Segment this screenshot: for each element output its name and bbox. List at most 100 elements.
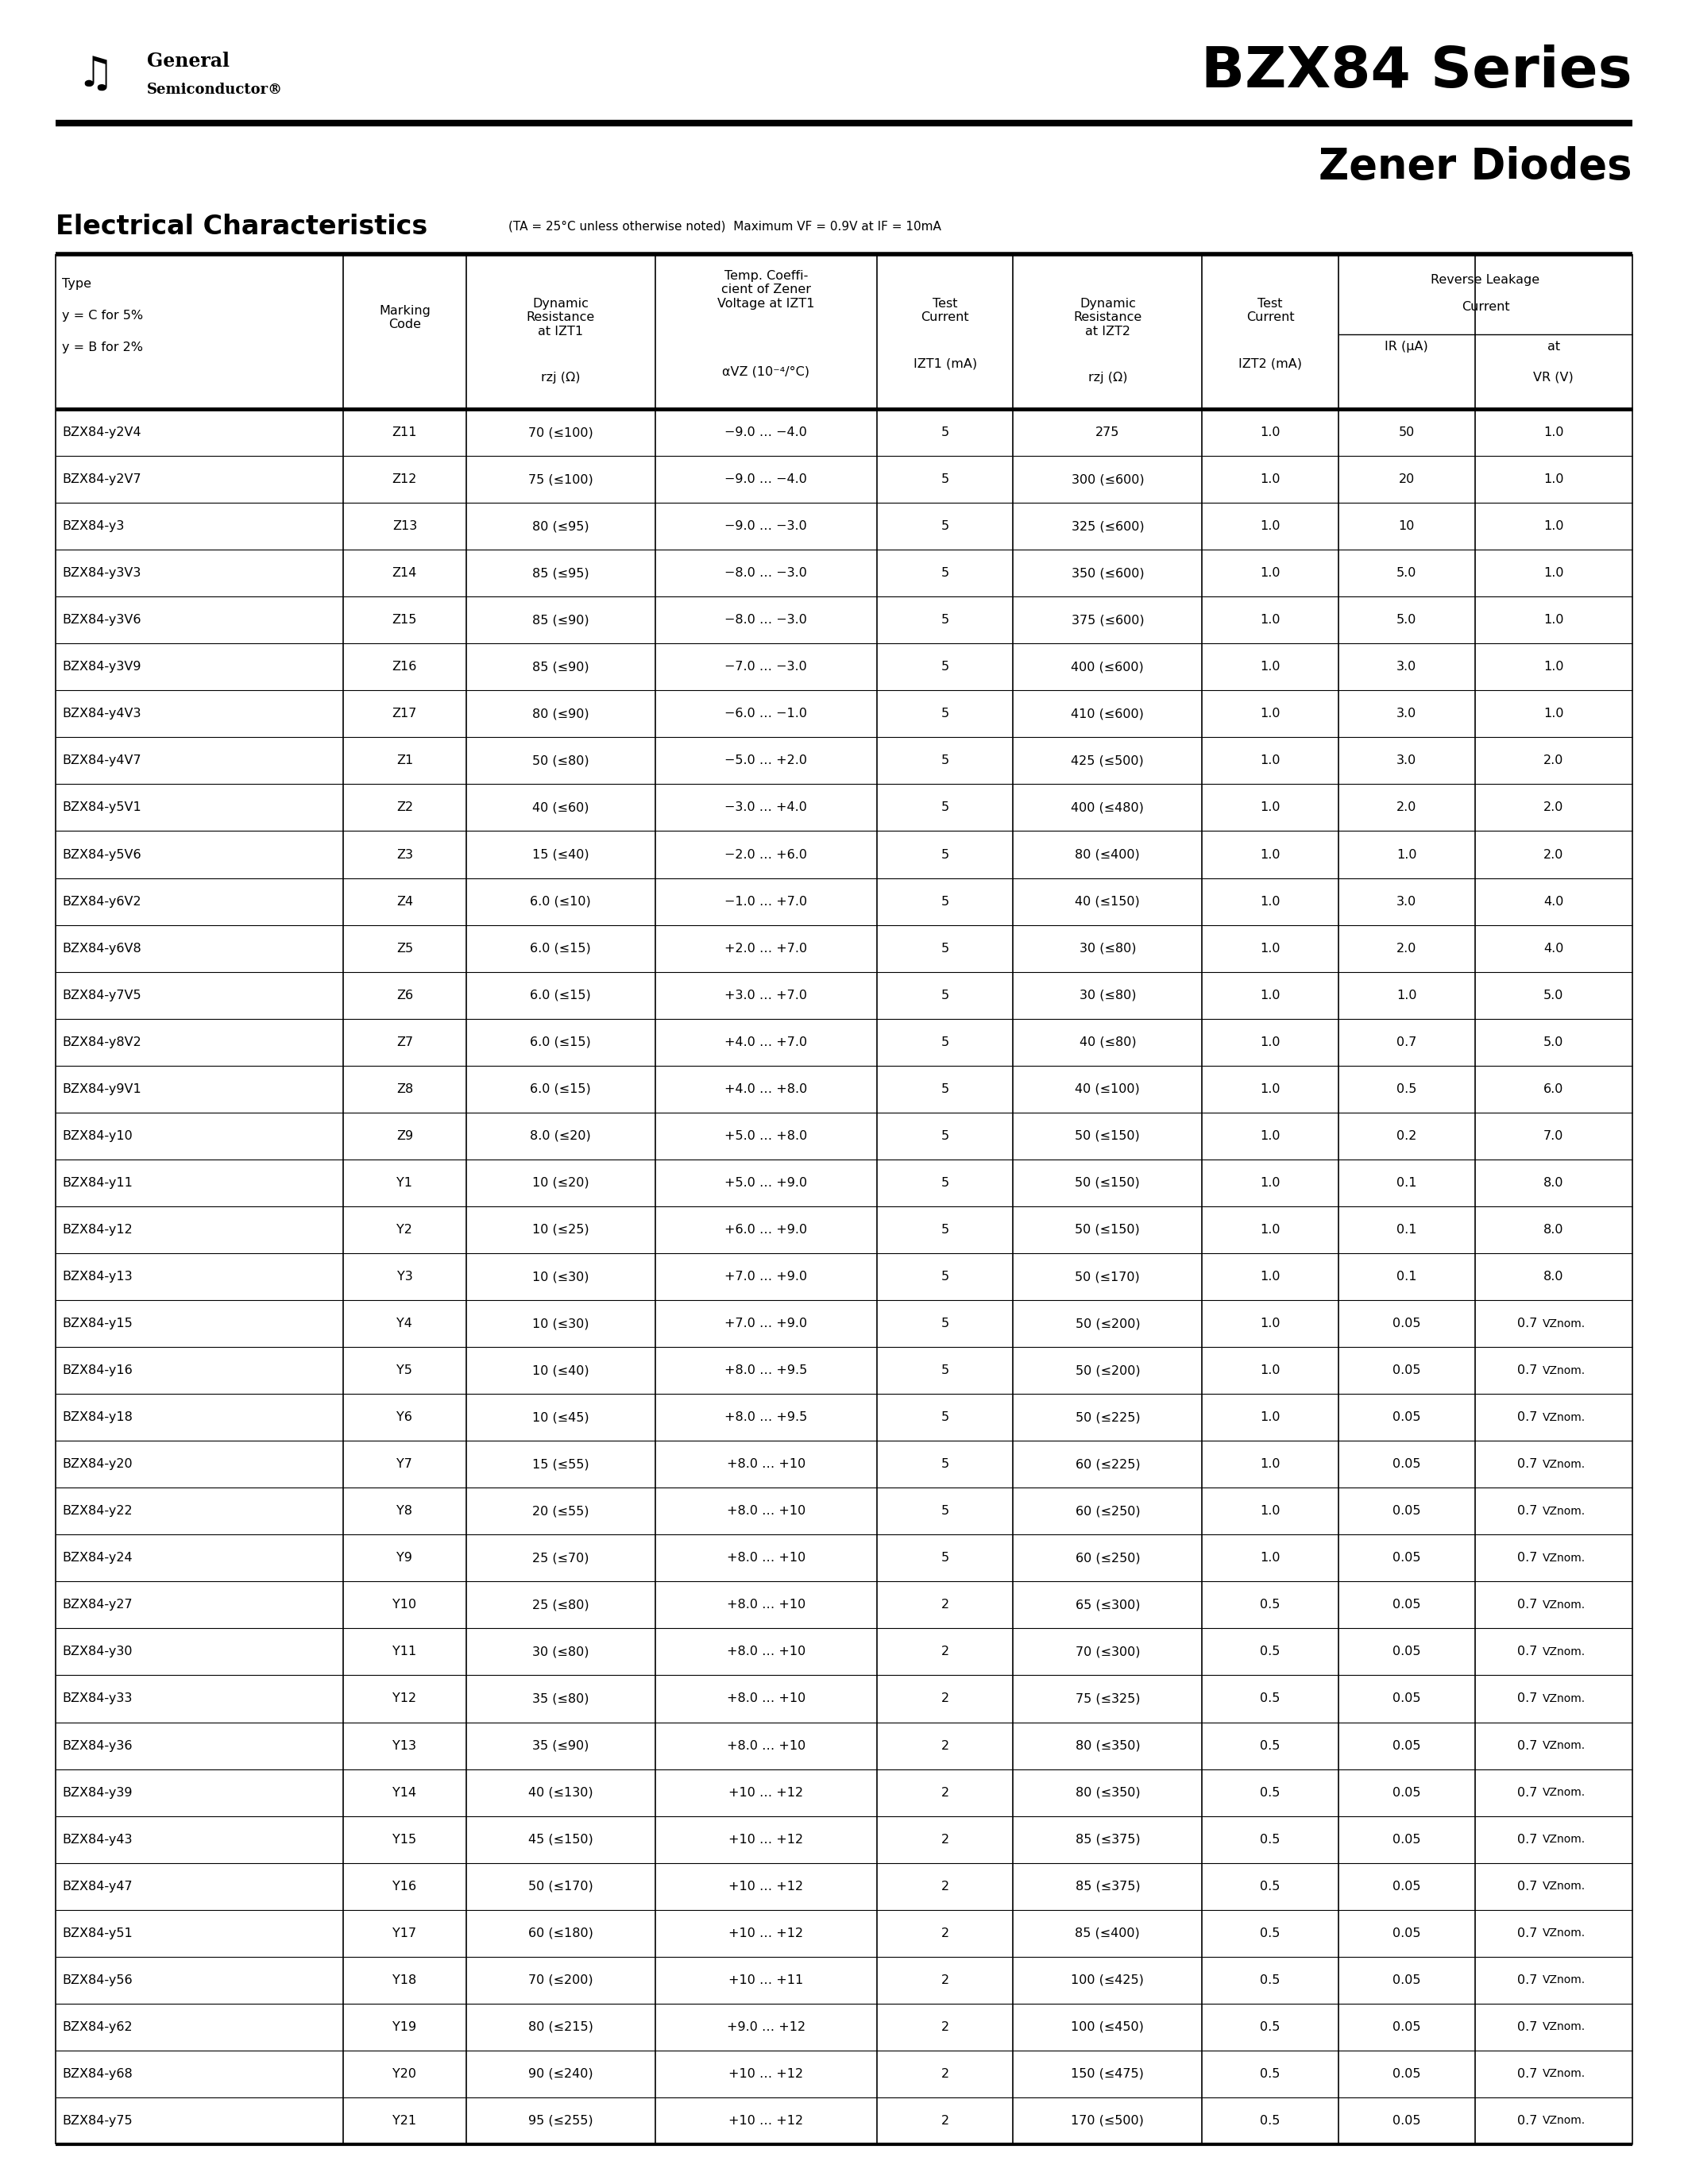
- Text: Type: Type: [62, 277, 91, 290]
- Text: +8.0 … +10: +8.0 … +10: [726, 1599, 805, 1612]
- Text: 85 (≤400): 85 (≤400): [1075, 1926, 1139, 1939]
- Text: BZX84-y15: BZX84-y15: [62, 1317, 132, 1330]
- Text: Semiconductor®: Semiconductor®: [147, 83, 284, 96]
- Text: VZnom.: VZnom.: [1543, 1693, 1585, 1704]
- Text: 0.7: 0.7: [1518, 1317, 1541, 1330]
- Text: 0.7: 0.7: [1518, 1880, 1541, 1891]
- Text: BZX84-y68: BZX84-y68: [62, 2068, 132, 2079]
- Text: 3.0: 3.0: [1396, 662, 1416, 673]
- Text: +7.0 … +9.0: +7.0 … +9.0: [724, 1317, 807, 1330]
- Text: −2.0 … +6.0: −2.0 … +6.0: [724, 850, 807, 860]
- Text: 5: 5: [940, 568, 949, 579]
- Text: BZX84-y8V2: BZX84-y8V2: [62, 1035, 142, 1048]
- Text: 2: 2: [940, 1599, 949, 1612]
- Text: BZX84-y5V6: BZX84-y5V6: [62, 850, 142, 860]
- Text: 5: 5: [940, 474, 949, 485]
- Text: 2: 2: [940, 1693, 949, 1706]
- Text: 50 (≤150): 50 (≤150): [1075, 1177, 1139, 1188]
- Text: 1.0: 1.0: [1261, 1317, 1281, 1330]
- Text: 5: 5: [940, 708, 949, 721]
- Text: 0.7: 0.7: [1518, 1926, 1541, 1939]
- Text: 80 (≤215): 80 (≤215): [528, 2020, 592, 2033]
- Text: VZnom.: VZnom.: [1543, 1835, 1585, 1845]
- Text: 0.05: 0.05: [1393, 1926, 1421, 1939]
- Text: −9.0 … −3.0: −9.0 … −3.0: [724, 520, 807, 533]
- Text: 5: 5: [940, 1035, 949, 1048]
- Text: 85 (≤90): 85 (≤90): [532, 614, 589, 627]
- Text: Y19: Y19: [393, 2020, 417, 2033]
- Text: BZX84-y51: BZX84-y51: [62, 1926, 132, 1939]
- Text: BZX84-y30: BZX84-y30: [62, 1647, 132, 1658]
- Text: Marking
Code: Marking Code: [378, 306, 430, 330]
- Text: 1.0: 1.0: [1261, 895, 1281, 906]
- Text: 0.7: 0.7: [1396, 1035, 1416, 1048]
- Text: VR (V): VR (V): [1533, 371, 1573, 382]
- Text: +5.0 … +8.0: +5.0 … +8.0: [724, 1129, 807, 1142]
- Text: 5: 5: [940, 1553, 949, 1564]
- Text: 5.0: 5.0: [1543, 1035, 1563, 1048]
- Text: +10 … +12: +10 … +12: [729, 1926, 803, 1939]
- Text: Y3: Y3: [397, 1271, 412, 1282]
- Text: Z14: Z14: [392, 568, 417, 579]
- Text: 40 (≤60): 40 (≤60): [532, 802, 589, 815]
- Text: 10 (≤30): 10 (≤30): [532, 1317, 589, 1330]
- Text: +8.0 … +10: +8.0 … +10: [726, 1553, 805, 1564]
- Text: 5: 5: [940, 1129, 949, 1142]
- Text: BZX84-y6V2: BZX84-y6V2: [62, 895, 142, 906]
- Text: 0.05: 0.05: [1393, 1693, 1421, 1706]
- Text: 80 (≤90): 80 (≤90): [532, 708, 589, 721]
- Text: BZX84-y33: BZX84-y33: [62, 1693, 132, 1706]
- Text: 2: 2: [940, 2114, 949, 2127]
- Text: BZX84-y20: BZX84-y20: [62, 1459, 132, 1470]
- Text: +8.0 … +10: +8.0 … +10: [726, 1459, 805, 1470]
- Text: General: General: [147, 52, 230, 70]
- Text: y = C for 5%: y = C for 5%: [62, 310, 143, 321]
- Text: 170 (≤500): 170 (≤500): [1072, 2114, 1144, 2127]
- Text: 0.05: 0.05: [1393, 1553, 1421, 1564]
- Text: Z8: Z8: [397, 1083, 414, 1094]
- Text: 2.0: 2.0: [1543, 802, 1563, 815]
- Text: 3.0: 3.0: [1396, 708, 1416, 721]
- Text: 0.7: 0.7: [1518, 1974, 1541, 1985]
- Text: 5: 5: [940, 1459, 949, 1470]
- Text: 100 (≤450): 100 (≤450): [1072, 2020, 1144, 2033]
- Text: ♫: ♫: [76, 55, 115, 96]
- Text: 60 (≤250): 60 (≤250): [1075, 1553, 1139, 1564]
- Text: −9.0 … −4.0: −9.0 … −4.0: [724, 426, 807, 439]
- Text: 0.05: 0.05: [1393, 1835, 1421, 1845]
- Text: BZX84-y36: BZX84-y36: [62, 1741, 132, 1752]
- Text: 410 (≤600): 410 (≤600): [1072, 708, 1144, 721]
- Text: BZX84-y24: BZX84-y24: [62, 1553, 132, 1564]
- Text: 1.0: 1.0: [1261, 474, 1281, 485]
- Text: VZnom.: VZnom.: [1543, 2022, 1585, 2033]
- Text: Y13: Y13: [393, 1741, 417, 1752]
- Text: 1.0: 1.0: [1261, 1459, 1281, 1470]
- Text: 0.7: 0.7: [1518, 1505, 1541, 1518]
- Text: BZX84-y11: BZX84-y11: [62, 1177, 133, 1188]
- Text: 5: 5: [940, 989, 949, 1000]
- Text: 275: 275: [1096, 426, 1119, 439]
- Text: 0.05: 0.05: [1393, 1787, 1421, 1797]
- Text: BZX84-y75: BZX84-y75: [62, 2114, 132, 2127]
- Text: 2: 2: [940, 1926, 949, 1939]
- Text: IZT1 (mA): IZT1 (mA): [913, 358, 977, 369]
- Text: VZnom.: VZnom.: [1543, 1741, 1585, 1752]
- Text: 1.0: 1.0: [1261, 614, 1281, 627]
- Text: 70 (≤300): 70 (≤300): [1075, 1647, 1139, 1658]
- Text: 0.05: 0.05: [1393, 1459, 1421, 1470]
- Text: 50 (≤150): 50 (≤150): [1075, 1129, 1139, 1142]
- Text: 50 (≤200): 50 (≤200): [1075, 1365, 1139, 1376]
- Text: 5.0: 5.0: [1543, 989, 1563, 1000]
- Text: BZX84-y56: BZX84-y56: [62, 1974, 132, 1985]
- Text: 0.1: 0.1: [1396, 1223, 1416, 1236]
- Text: 1.0: 1.0: [1261, 1129, 1281, 1142]
- Text: 85 (≤375): 85 (≤375): [1075, 1835, 1139, 1845]
- Text: +2.0 … +7.0: +2.0 … +7.0: [724, 941, 807, 954]
- Text: 2: 2: [940, 1880, 949, 1891]
- Text: Y16: Y16: [393, 1880, 417, 1891]
- Text: −8.0 … −3.0: −8.0 … −3.0: [724, 568, 807, 579]
- Text: 0.1: 0.1: [1396, 1271, 1416, 1282]
- Text: BZX84-y10: BZX84-y10: [62, 1129, 132, 1142]
- Text: Z5: Z5: [397, 941, 414, 954]
- Text: −5.0 … +2.0: −5.0 … +2.0: [724, 756, 807, 767]
